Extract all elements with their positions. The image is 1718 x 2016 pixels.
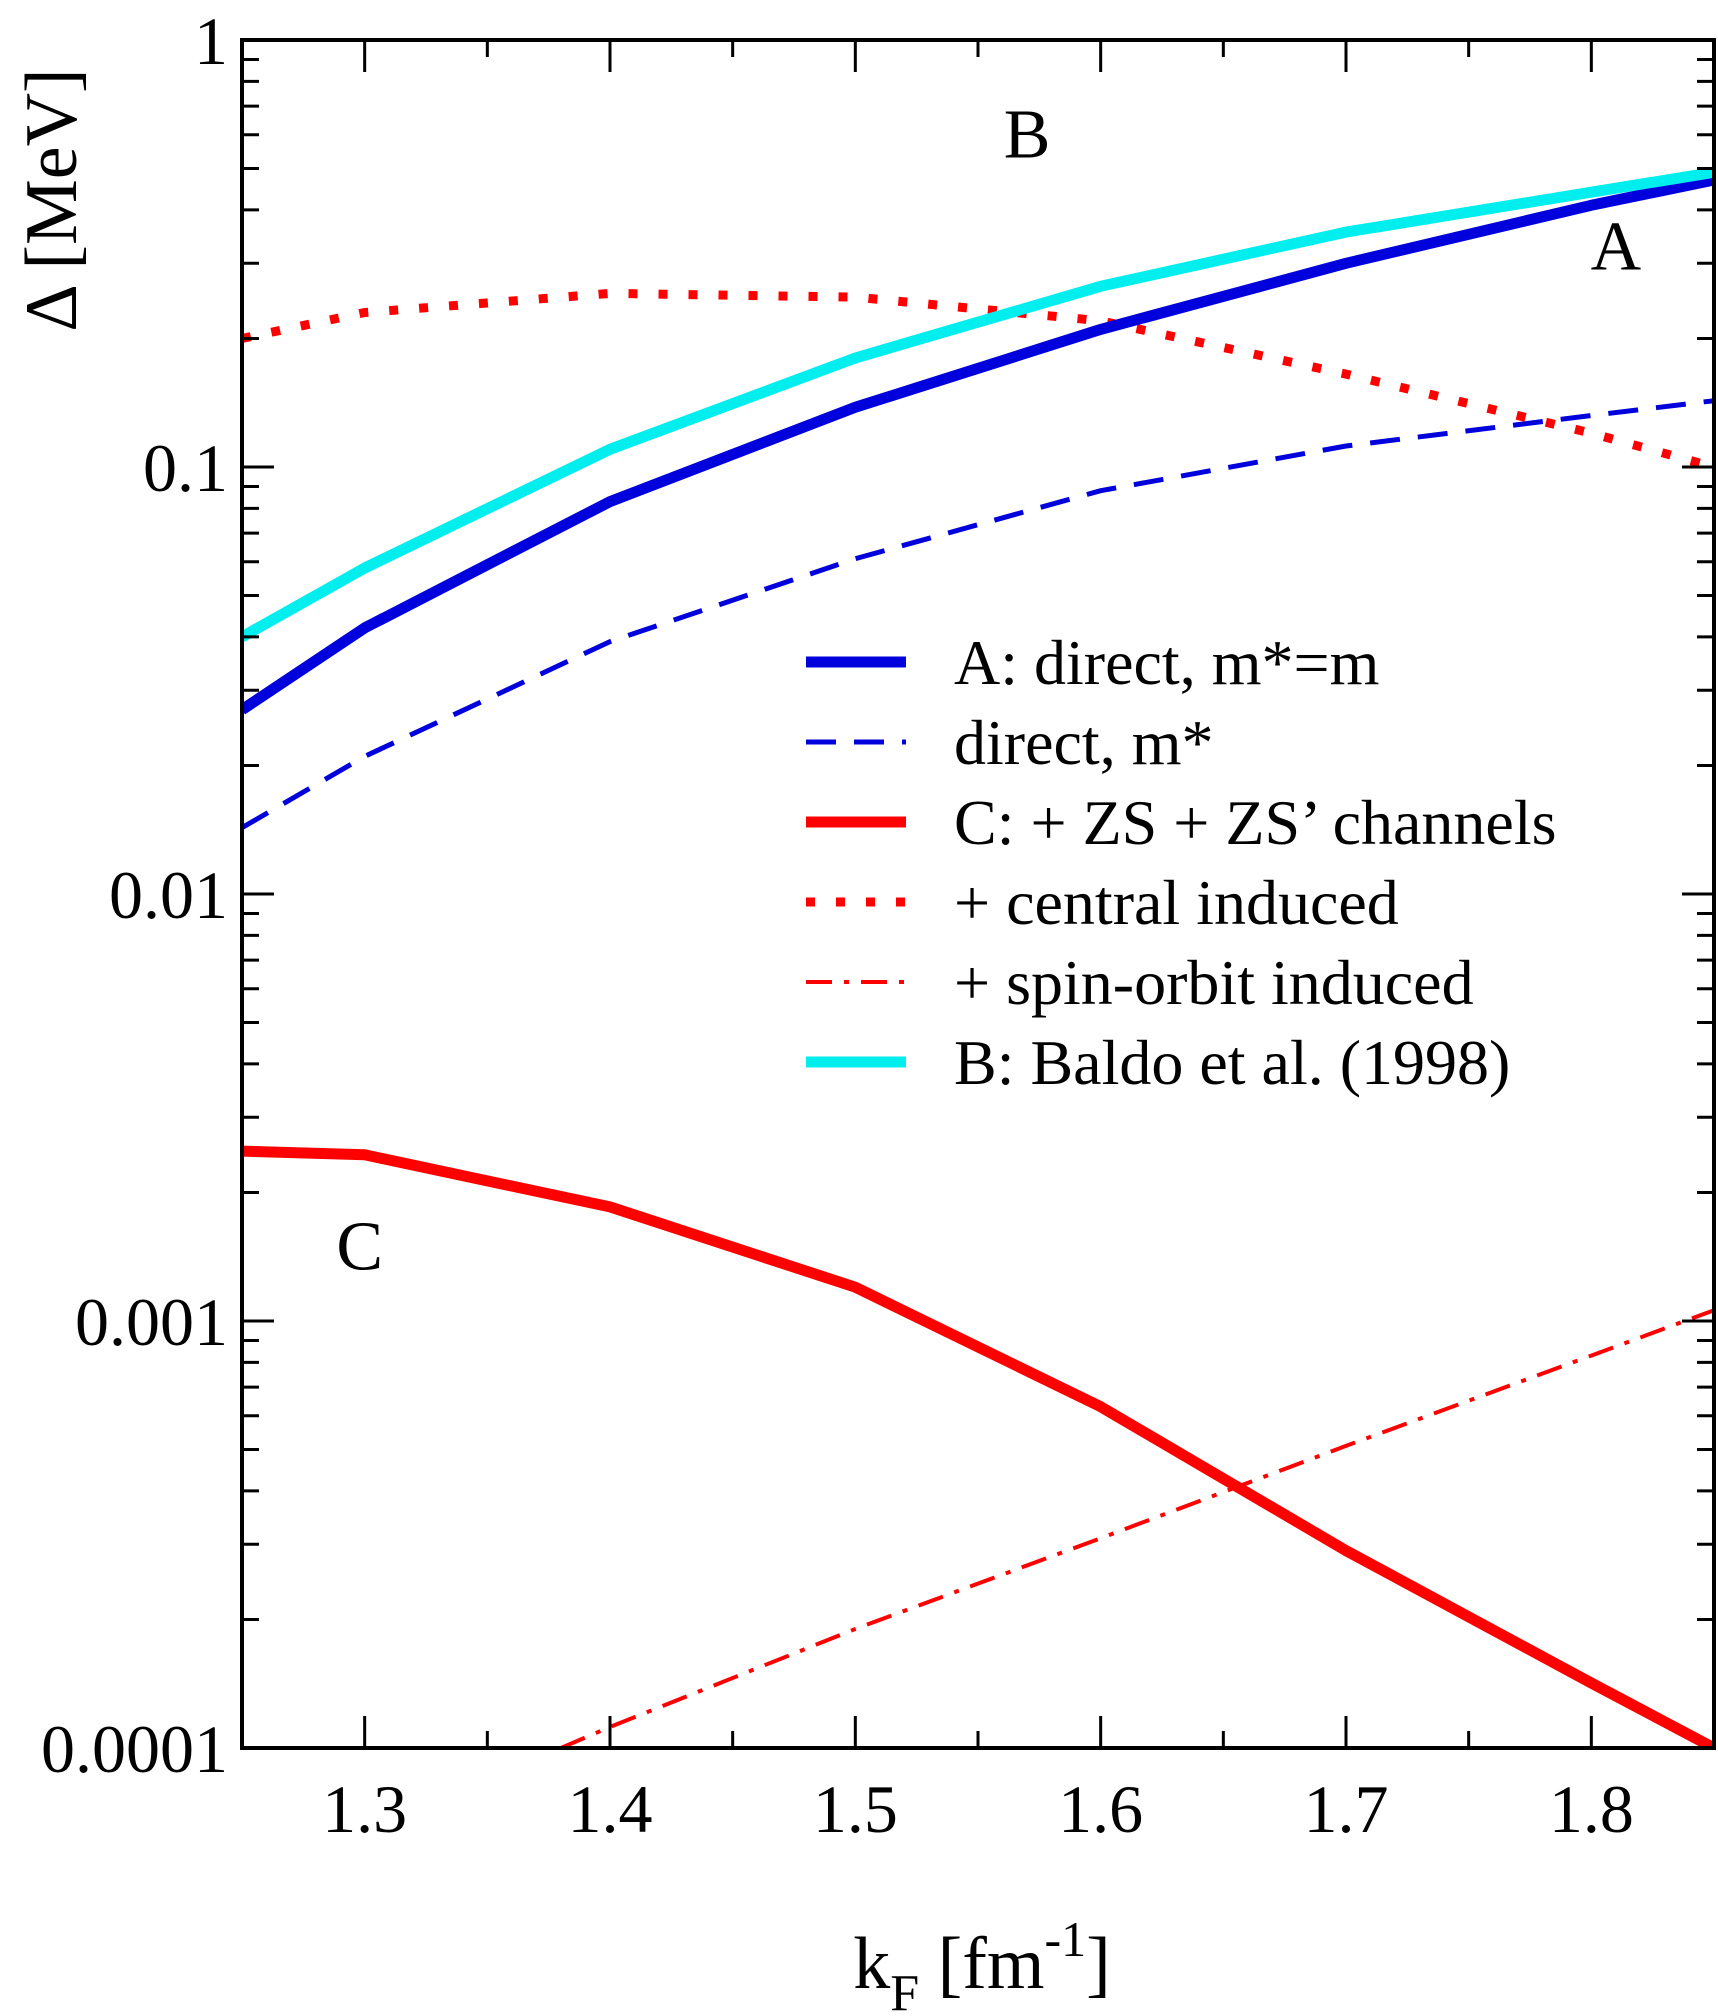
x-tick-label-3: 1.6 — [1058, 1771, 1143, 1847]
legend-label-1: direct, m* — [954, 707, 1213, 778]
x-axis-title-sub: F — [890, 1965, 919, 2016]
x-axis-title: kF [fm-1] — [853, 1911, 1111, 2016]
x-tick-label-2: 1.5 — [813, 1771, 898, 1847]
y-tick-label-0: 0.0001 — [41, 1711, 228, 1787]
y-tick-label-3: 0.1 — [143, 430, 228, 506]
curve-label-a: A — [1591, 209, 1642, 286]
series-line-3 — [242, 288, 1714, 472]
x-tick-label-1: 1.4 — [568, 1771, 653, 1847]
legend-label-3: + central induced — [954, 867, 1399, 938]
tick-labels-layer: 1.3 1.4 1.5 1.6 1.7 1.8 0.0001 0.001 0.01 0.1 1 — [41, 3, 1634, 1847]
curve-label-c: C — [336, 1209, 383, 1286]
annotations-layer: A B C — [336, 97, 1641, 1286]
y-tick-label-4: 1 — [194, 3, 228, 79]
x-axis-title-unit-close: ] — [1086, 1923, 1111, 2005]
ticks-layer — [240, 40, 1716, 1750]
x-axis-title-main: k — [853, 1923, 890, 2005]
legend-label-2: C: + ZS + ZS’ channels — [954, 787, 1557, 858]
x-axis-title-unit-open: [fm — [919, 1923, 1044, 2005]
legend-label-4: + spin-orbit induced — [954, 947, 1474, 1018]
legend-label-0: A: direct, m*=m — [954, 627, 1379, 698]
legend-label-5: B: Baldo et al. (1998) — [954, 1027, 1510, 1098]
x-axis-title-sup: -1 — [1044, 1911, 1086, 1967]
y-tick-label-1: 0.001 — [75, 1284, 228, 1360]
y-axis-title: Δ [MeV] — [11, 68, 93, 331]
x-tick-label-4: 1.7 — [1304, 1771, 1389, 1847]
series-line-0 — [242, 174, 1714, 715]
series-line-5 — [242, 166, 1714, 642]
series-line-2 — [242, 1145, 1714, 1748]
curve-label-b: B — [1004, 97, 1051, 174]
x-tick-label-0: 1.3 — [322, 1771, 407, 1847]
y-tick-label-2: 0.01 — [109, 857, 228, 933]
series-layer — [242, 166, 1714, 1748]
series-line-4 — [560, 1308, 1714, 1748]
legend: A: direct, m*=m direct, m* C: + ZS + ZS’ c… — [806, 627, 1557, 1098]
x-tick-label-5: 1.8 — [1549, 1771, 1634, 1847]
